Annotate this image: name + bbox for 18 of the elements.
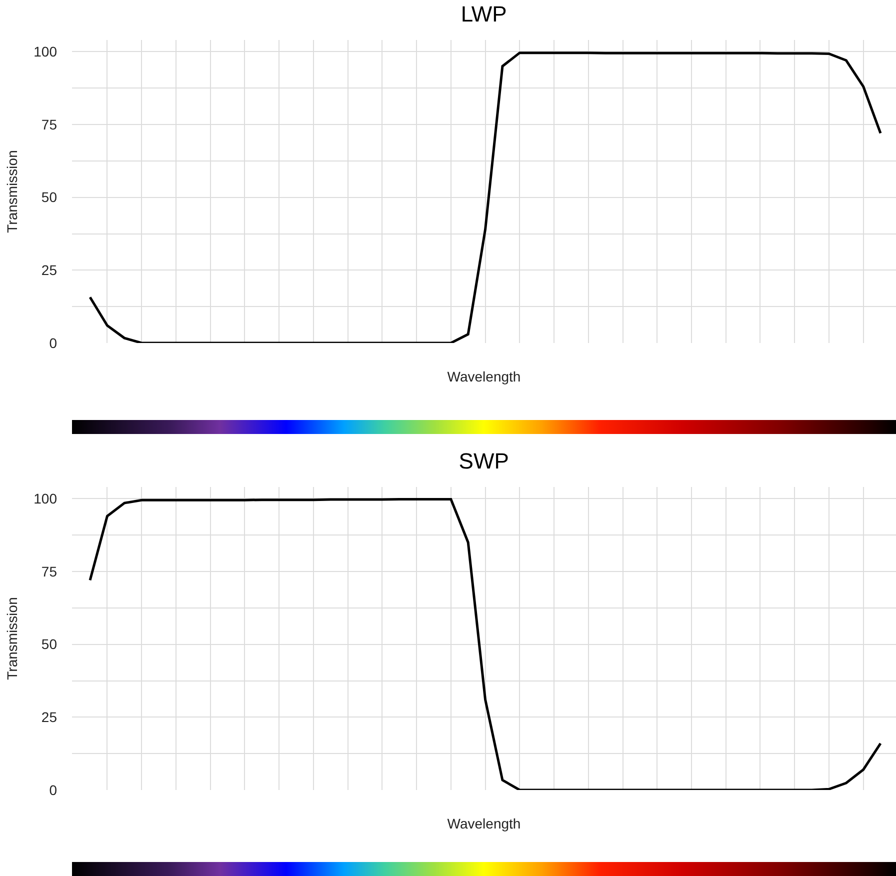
- y-tick-label: 75: [41, 563, 58, 580]
- y-tick-label: 100: [34, 44, 58, 60]
- y-tick-label: 0: [49, 782, 58, 798]
- y-tick-label: 50: [41, 636, 58, 652]
- y-tick-label: 25: [41, 262, 58, 278]
- y-axis-title: Transmission: [4, 597, 20, 680]
- chart-title: LWP: [460, 1, 507, 26]
- y-tick-label: 25: [41, 709, 58, 726]
- y-tick-label: 0: [49, 334, 58, 351]
- y-tick-label: 50: [41, 189, 58, 206]
- y-tick-label: 75: [41, 116, 58, 132]
- y-axis-title: Transmission: [4, 150, 20, 233]
- line-series: [88, 52, 882, 343]
- chart-title: SWP: [458, 448, 509, 474]
- x-axis-title: Wavelength: [447, 368, 521, 384]
- line-series: [88, 498, 882, 790]
- y-tick-label: 100: [34, 490, 58, 507]
- x-axis-title: Wavelength: [447, 815, 521, 832]
